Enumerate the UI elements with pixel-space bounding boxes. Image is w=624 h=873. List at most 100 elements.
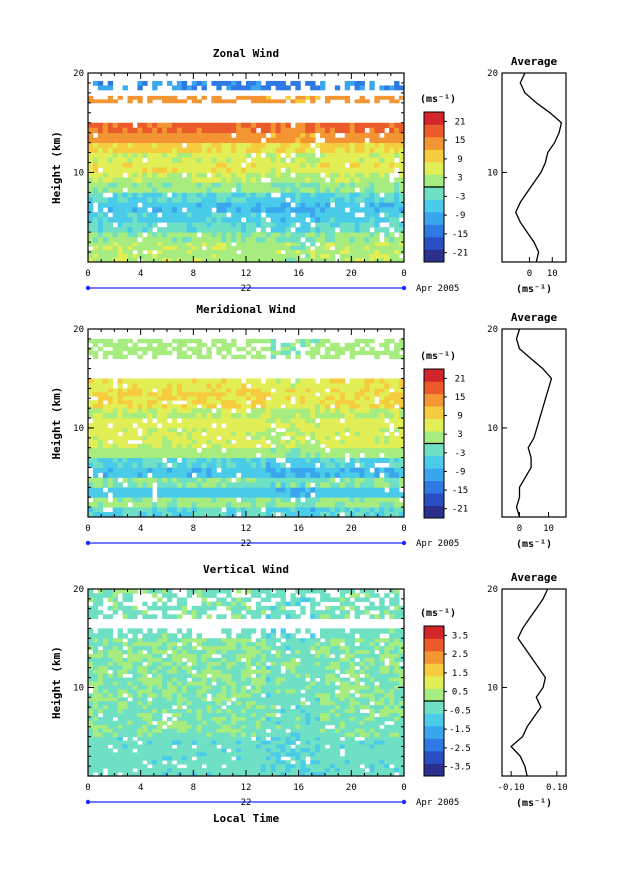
heatmap-cell — [354, 740, 360, 745]
heatmap-cell — [122, 242, 128, 247]
heatmap-cell — [157, 772, 163, 777]
heatmap-cell — [142, 187, 148, 193]
heatmap-cell — [97, 443, 104, 449]
heatmap-cell — [275, 172, 281, 178]
heatmap-cell — [231, 431, 237, 437]
heatmap-cell — [315, 95, 321, 100]
heatmap-cell — [221, 80, 227, 86]
heatmap-cell — [364, 222, 370, 228]
heatmap-cell — [147, 760, 153, 765]
heatmap-cell — [250, 752, 257, 757]
heatmap-cell — [132, 342, 138, 348]
heatmap-cell — [260, 147, 267, 153]
heatmap-cell — [162, 137, 168, 144]
heatmap-cell — [246, 192, 252, 198]
heatmap-cell — [157, 182, 163, 188]
heatmap-cell — [186, 192, 193, 198]
heatmap-cell — [320, 457, 326, 463]
heatmap-cell — [112, 482, 119, 488]
heatmap-cell — [112, 242, 119, 247]
heatmap-cell — [147, 452, 153, 459]
panel-title: Zonal Wind — [213, 47, 279, 60]
heatmap-cell — [191, 736, 198, 741]
heatmap-cell — [132, 435, 138, 441]
heatmap-cell — [201, 392, 207, 397]
heatmap-cell — [300, 167, 306, 173]
heatmap-cell — [142, 701, 148, 706]
heatmap-cell — [171, 187, 178, 193]
heatmap-cell — [132, 258, 138, 263]
heatmap-cell — [181, 752, 188, 757]
heatmap-cell — [295, 172, 301, 178]
heatmap-cell — [270, 242, 277, 247]
heatmap-cell — [112, 172, 119, 178]
heatmap-cell — [117, 435, 123, 441]
heatmap-cell — [142, 772, 148, 777]
heatmap-cell — [250, 85, 257, 91]
heatmap-cell — [280, 246, 286, 251]
heatmap-cell — [344, 701, 351, 706]
heatmap-cell — [241, 242, 247, 247]
heatmap-cell — [92, 705, 99, 710]
heatmap-cell — [171, 388, 178, 393]
heatmap-cell — [246, 378, 252, 384]
heatmap-cell — [127, 404, 133, 409]
heatmap-cell — [206, 764, 212, 769]
heatmap-cell — [265, 192, 272, 198]
heatmap-cell — [379, 748, 385, 753]
heatmap-cell — [255, 142, 262, 148]
date-month-label: Apr 2005 — [416, 284, 459, 294]
heatmap-cell — [374, 383, 380, 389]
heatmap-cell — [290, 427, 296, 433]
heatmap-cell — [211, 752, 217, 757]
heatmap-cell — [157, 768, 163, 773]
heatmap-cell — [102, 162, 109, 168]
heatmap-cell — [231, 147, 237, 153]
heatmap-cell — [310, 423, 316, 429]
heatmap-cell — [315, 127, 321, 134]
heatmap-cell — [374, 354, 380, 360]
heatmap-cell — [236, 748, 242, 753]
heatmap-cell — [384, 477, 390, 483]
heatmap-cell — [142, 400, 148, 405]
heatmap-cell — [191, 427, 198, 433]
heatmap-cell — [325, 472, 331, 478]
heatmap-cell — [344, 177, 351, 183]
heatmap-cell — [320, 127, 326, 134]
heatmap-cell — [384, 237, 390, 243]
heatmap-cell — [201, 232, 207, 238]
heatmap-cell — [107, 740, 114, 745]
heatmap-cell — [270, 492, 277, 498]
heatmap-cell — [176, 768, 183, 773]
heatmap-cell — [162, 227, 168, 233]
heatmap-cell — [88, 338, 94, 344]
heatmap-cell — [201, 217, 207, 223]
heatmap-cell — [112, 740, 119, 745]
heatmap-cell — [167, 152, 173, 158]
heatmap-cell — [325, 132, 331, 139]
heatmap-cell — [339, 137, 346, 144]
heatmap-cell — [122, 472, 128, 478]
heatmap-cell — [260, 756, 267, 761]
heatmap-cell — [181, 232, 188, 238]
heatmap-cell — [132, 396, 138, 401]
heatmap-cell — [211, 492, 217, 498]
heatmap-cell — [285, 388, 291, 393]
heatmap-cell — [92, 477, 99, 483]
heatmap-cell — [171, 447, 178, 454]
heatmap-cell — [379, 418, 385, 424]
heatmap-cell — [206, 242, 212, 247]
heatmap-cell — [374, 388, 380, 393]
heatmap-cell — [211, 227, 217, 233]
heatmap-cell — [216, 439, 222, 445]
heatmap-cell — [339, 740, 346, 745]
heatmap-cell — [117, 512, 123, 518]
heatmap-cell — [221, 246, 227, 251]
colorbar-tick-label: -9 — [455, 467, 466, 477]
heatmap-cell — [260, 232, 267, 238]
heatmap-cell — [285, 431, 291, 437]
heatmap-cell — [196, 222, 202, 228]
heatmap-cell — [176, 202, 183, 208]
heatmap-cell — [162, 237, 168, 243]
